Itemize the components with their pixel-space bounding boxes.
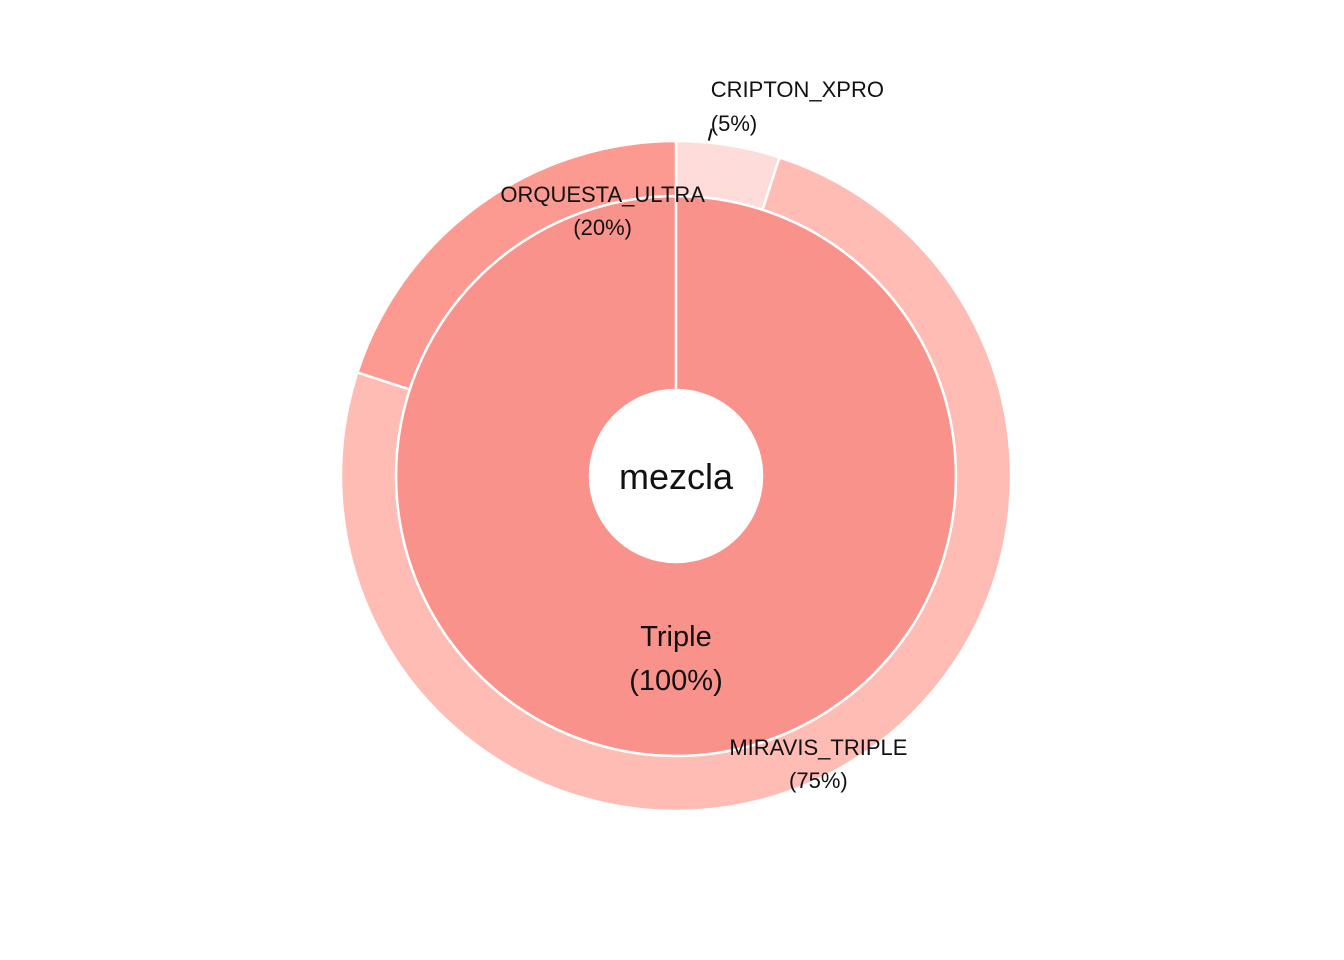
leader-line-cripton-xpro <box>707 128 713 141</box>
outer-slice-miravis-triple <box>339 155 1013 813</box>
outer-label-orquesta-ultra: ORQUESTA_ULTRA <box>500 182 705 207</box>
inner-label-triple: Triple <box>640 621 711 653</box>
outer-pct-orquesta-ultra: (20%) <box>573 215 632 240</box>
outer-slice-orquesta-ultra <box>355 139 678 392</box>
outer-label-miravis-triple: MIRAVIS_TRIPLE <box>729 735 907 760</box>
slice-labels: Triple (100%) CRIPTON_XPRO (5%) MIRAVIS_TRIP… <box>500 77 907 793</box>
outer-pct-cripton-xpro: (5%) <box>711 111 757 136</box>
outer-label-cripton-xpro: CRIPTON_XPRO <box>711 77 884 102</box>
inner-pct-triple: (100%) <box>629 665 723 697</box>
center-label: mezcla <box>619 456 734 497</box>
outer-pct-miravis-triple: (75%) <box>789 768 848 793</box>
outer-ring <box>339 139 1013 813</box>
center-hole <box>590 390 762 562</box>
